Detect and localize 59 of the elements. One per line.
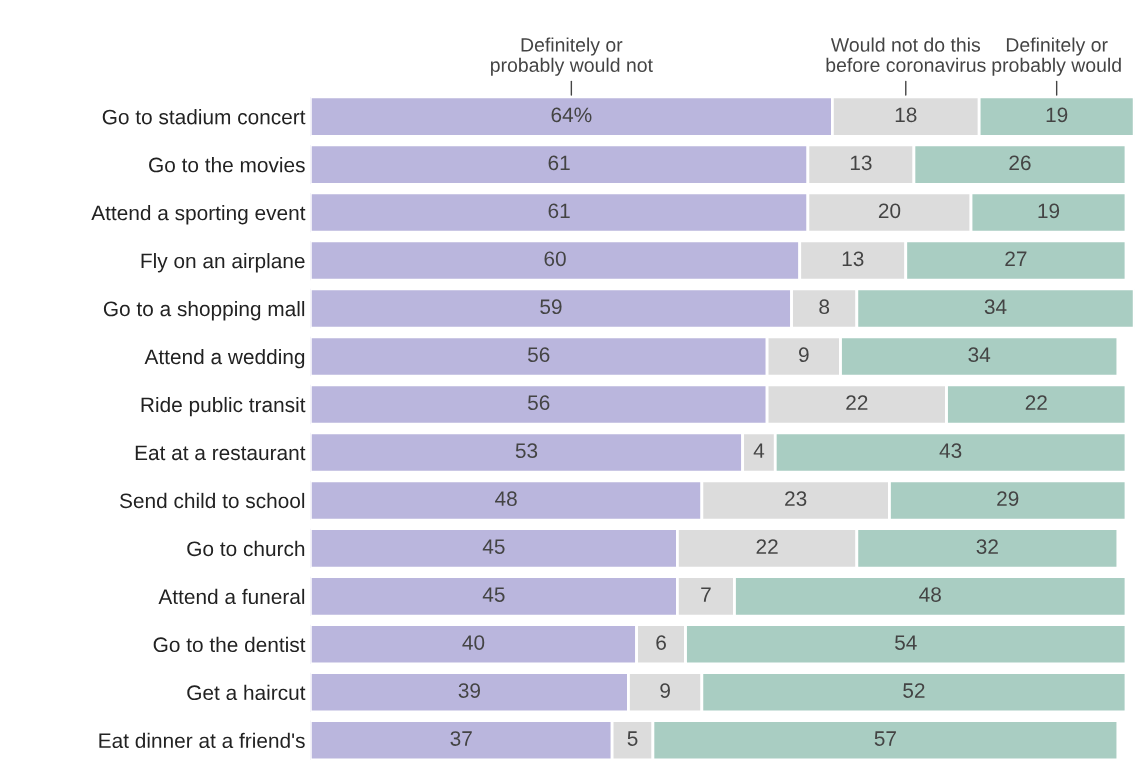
y-tick-label: Eat dinner at a friend's <box>99 732 305 749</box>
data-label: 45 <box>482 539 505 554</box>
data-label: 52 <box>903 683 925 698</box>
series-label: Definitely or probably would not <box>491 37 653 76</box>
data-label: 32 <box>976 539 998 554</box>
data-label: 59 <box>540 299 562 315</box>
data-label: 29 <box>997 491 1019 507</box>
data-label: 40 <box>462 635 485 650</box>
data-label: 61 <box>548 155 570 171</box>
y-tick-label: Get a haircut <box>187 684 306 701</box>
data-label: 5 <box>627 731 638 746</box>
data-label: 57 <box>874 731 896 746</box>
data-label: 22 <box>1025 395 1047 410</box>
y-tick-label: Go to the dentist <box>153 636 306 653</box>
data-label: 45 <box>482 587 505 602</box>
series-label: Definitely or probably would <box>992 37 1121 76</box>
data-label: 13 <box>842 251 864 267</box>
data-label: 19 <box>1046 107 1068 123</box>
data-label: 13 <box>850 155 872 171</box>
data-label: 27 <box>1005 251 1027 266</box>
y-tick-label: Go to stadium concert <box>102 109 306 125</box>
y-tick-label: Attend a funeral <box>158 588 305 605</box>
data-label: 61 <box>548 203 570 219</box>
data-label: 64% <box>551 107 592 123</box>
data-label: 60 <box>544 251 566 267</box>
y-tick-label: Attend a wedding <box>144 348 305 369</box>
data-label: 48 <box>495 491 517 507</box>
y-tick-label: Ride public transit <box>141 396 306 417</box>
data-label: 22 <box>846 395 868 410</box>
data-label: 43 <box>939 443 962 459</box>
data-label: 34 <box>984 299 1007 315</box>
data-label: 23 <box>785 491 807 507</box>
data-label: 53 <box>515 443 538 459</box>
y-tick-label: Attend a sporting event <box>91 205 306 225</box>
y-tick-label: Go to the movies <box>149 157 305 173</box>
y-tick-label: Go to a shopping mall <box>103 300 305 321</box>
data-label: 56 <box>527 347 550 363</box>
data-label: 8 <box>819 299 830 315</box>
data-label: 39 <box>458 683 480 698</box>
data-label: 6 <box>656 635 666 650</box>
y-tick-label: Eat at a restaurant <box>135 445 306 461</box>
data-label: 4 <box>753 443 765 458</box>
data-label: 9 <box>660 683 670 698</box>
data-label: 20 <box>878 203 901 219</box>
y-tick-label: Fly on an airplane <box>141 253 305 273</box>
series-label: Would not do this before coronavirus <box>826 37 986 73</box>
data-label: 7 <box>701 587 711 602</box>
y-tick-label: Send child to school <box>119 492 305 509</box>
data-label: 48 <box>919 587 941 602</box>
data-label: 9 <box>799 347 809 363</box>
data-label: 26 <box>1009 155 1031 171</box>
data-label: 37 <box>450 731 472 746</box>
data-label: 22 <box>756 539 778 554</box>
data-label: 54 <box>895 635 917 650</box>
data-label: 56 <box>527 395 550 411</box>
data-label: 34 <box>968 347 991 363</box>
data-label: 18 <box>895 107 917 123</box>
y-tick-label: Go to church <box>187 540 305 557</box>
data-label: 19 <box>1038 203 1060 219</box>
